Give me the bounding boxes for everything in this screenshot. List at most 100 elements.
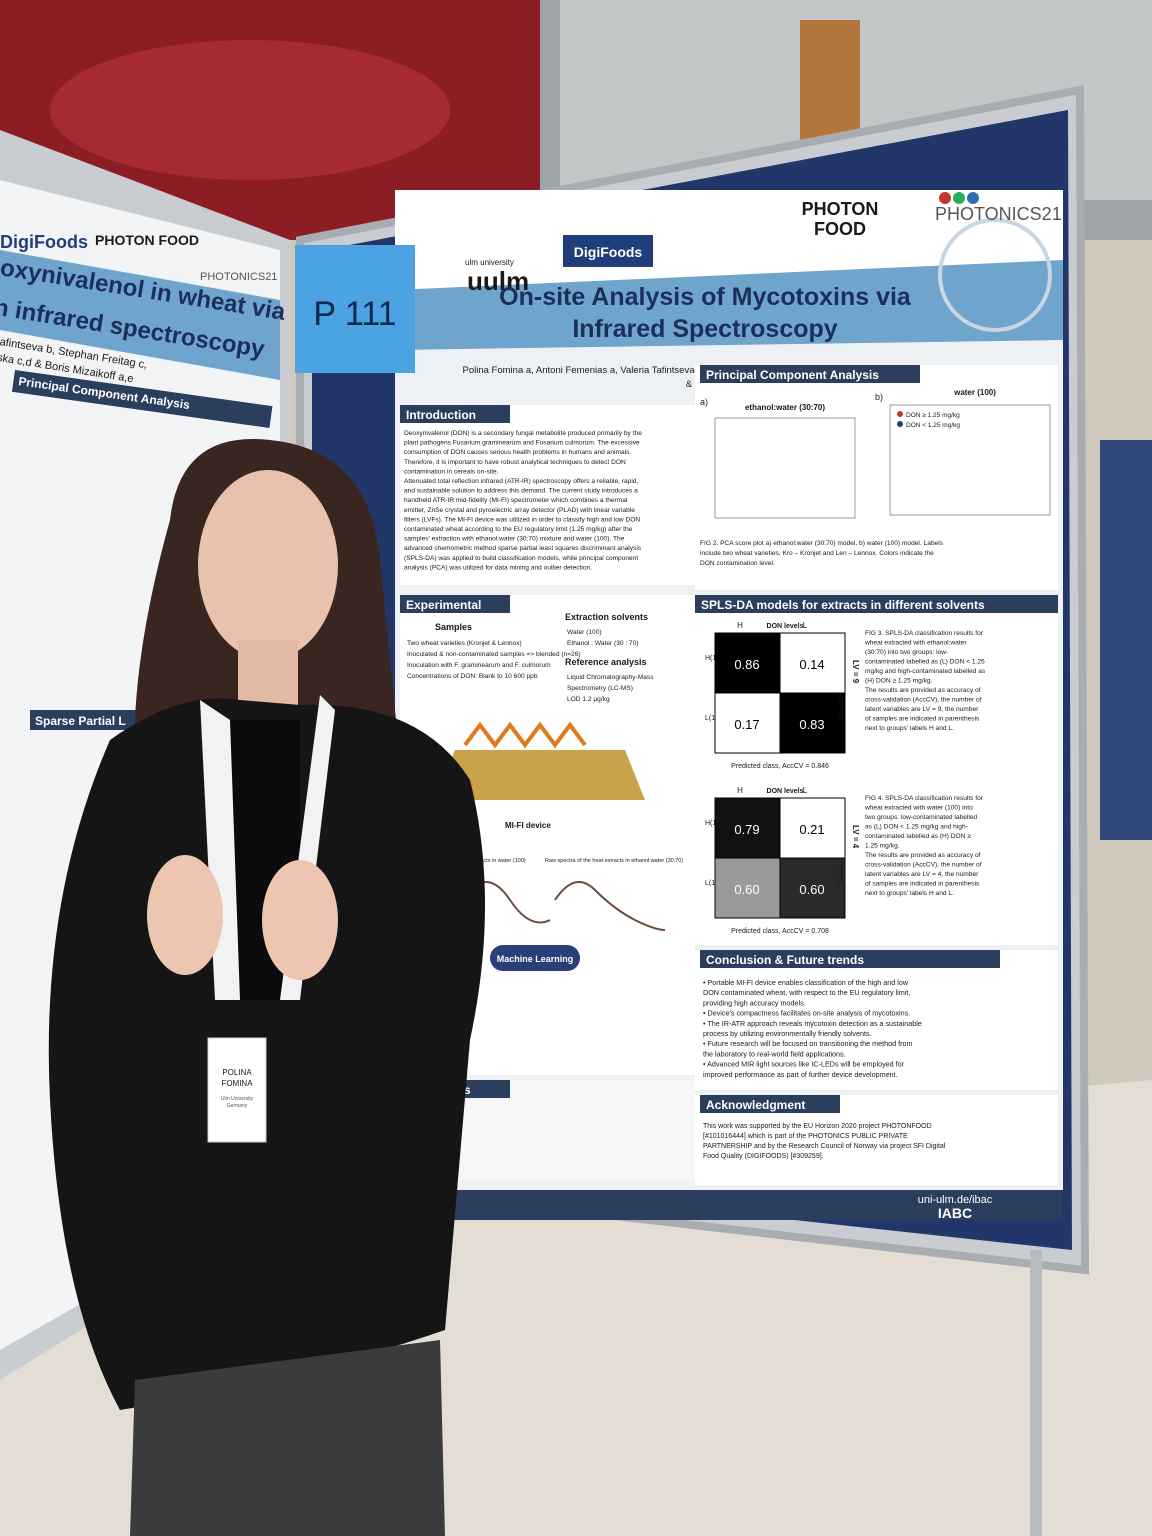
matrix-axis: True class	[839, 858, 845, 885]
intro-text: contamination in cereals on-site.	[404, 468, 499, 475]
badge	[207, 1037, 267, 1143]
intro-text: (SPLS-DA) was applied to build classific…	[404, 555, 638, 562]
left-title-band	[0, 250, 280, 380]
matrix-title: DON levels	[767, 788, 804, 795]
matrix-row: L(10)	[705, 880, 721, 887]
legend-label: DON ≥ 1.25 mg/kg	[906, 412, 960, 419]
intro-text: emitter, ZnSe crystal and pyroelectric a…	[404, 507, 635, 514]
beam	[463, 721, 587, 749]
seal	[938, 218, 1052, 332]
sub-heading: Reference analysis	[565, 657, 647, 667]
bullet: • The IR-ATR approach reveals mycotoxin …	[703, 1019, 922, 1028]
matrix-cell	[779, 692, 846, 754]
trousers	[130, 1340, 445, 1536]
caption: The results are provided as accuracy of	[865, 687, 981, 694]
matrix-row: H(14)	[705, 655, 723, 662]
matrix-value: 0.60	[734, 882, 759, 897]
list-item: Concentrations of DON: Blank to 10 600 p…	[407, 673, 538, 680]
matrix-col: L	[803, 786, 808, 795]
device-drawing	[435, 750, 645, 800]
panel	[695, 365, 1058, 590]
caption: FIG 4. SPLS-DA classification results fo…	[865, 795, 984, 802]
section-heading: Experimental	[406, 598, 481, 612]
badge-name: POLINA	[222, 1068, 252, 1077]
sub-heading: Samples	[435, 622, 472, 632]
caption: latent variables are LV = 4, the number	[865, 871, 979, 878]
intro-text: advanced chemometric method sparse parti…	[404, 545, 642, 552]
sign-card	[295, 245, 415, 373]
matrix-lv: LV = 4	[851, 825, 860, 849]
intro-text: consumption of DON causes serious health…	[404, 449, 631, 456]
section-header-bg	[400, 405, 510, 423]
badge-affiliation: Germany	[227, 1103, 248, 1109]
matrix-title: DON levels	[767, 623, 804, 630]
matrix-axis: Predicted class, AccCV = 0.708	[731, 928, 829, 935]
section-header-bg	[700, 950, 1000, 968]
caption: cross-validation (AccCV), the number of	[865, 862, 982, 869]
intro-text: contaminated wheat according to the EU r…	[404, 526, 633, 533]
matrix-value: 0.17	[734, 717, 759, 732]
intro-text: filters (LVFs). The MI-FI device was uti…	[404, 516, 640, 523]
panel	[400, 405, 695, 585]
dot	[953, 192, 965, 204]
logo-text: PHOTON FOOD	[95, 232, 199, 248]
bullet: DON contaminated wheat, with respect to …	[703, 988, 910, 997]
caption: wheat extracted with ethanol:water	[864, 640, 967, 647]
logo-text: FOOD	[814, 219, 866, 239]
ack-text: PARTNERSHIP and by the Research Council …	[703, 1143, 946, 1150]
poster-title: On-site Analysis of Mycotoxins via	[499, 283, 912, 311]
bullet: • Future research will be focused on tra…	[703, 1039, 912, 1048]
intro-text: plant pathogens Fusarium graminearum and…	[404, 440, 640, 447]
badge-name: FOMINA	[221, 1079, 253, 1088]
caption: contaminated labelled as (L) DON < 1.25	[865, 659, 985, 666]
footer-url: uni-ulm.de/ibac	[918, 1194, 993, 1206]
ack-text: Food Quality (DIGIFOODS) [#309259].	[703, 1153, 824, 1160]
section-heading: Conclusion & Future trends	[706, 953, 864, 967]
list-item: Inoculation with F. graminearum and F. c…	[407, 662, 551, 669]
caption: The results are provided as accuracy of	[865, 852, 981, 859]
caption: contaminated labelled as (H) DON ≥	[865, 833, 971, 840]
plot-title: water (100)	[953, 388, 996, 397]
caption: DON contamination level.	[700, 560, 775, 567]
board-leg	[1030, 1250, 1042, 1536]
caption: of samples are indicated in parenthesis	[865, 716, 980, 723]
caption: FIG 3. SPLS-DA classification results fo…	[865, 630, 984, 637]
logo-text: DigiFoods	[574, 244, 643, 260]
matrix-col: L	[803, 621, 808, 630]
matrix-value: 0.79	[734, 822, 759, 837]
matrix-value: 0.60	[799, 882, 824, 897]
matrix-value: 0.21	[799, 822, 824, 837]
bullet: providing high accuracy models.	[703, 998, 806, 1007]
caption: 1.25 mg/kg.	[865, 843, 900, 850]
plot-label: Raw spectra of the heat extracts in etha…	[545, 858, 683, 864]
caption: (H) DON ≥ 1.25 mg/kg.	[865, 678, 933, 685]
bullet: • Portable MI-FI device enables classifi…	[703, 978, 909, 987]
section-header-bg	[400, 595, 510, 613]
plot-area	[889, 404, 1051, 516]
lanyard	[200, 700, 240, 1000]
bullet: improved performance as part of further …	[703, 1070, 898, 1079]
logo-text: PHOTONICS21	[935, 204, 1062, 224]
matrix-col: H	[737, 621, 743, 630]
hand	[147, 855, 223, 975]
section-header-bg	[700, 365, 920, 383]
legend-dot	[897, 411, 903, 417]
badge-affiliation: Ulm University	[221, 1096, 254, 1102]
section-heading: Principal Component Analysis	[706, 368, 879, 382]
matrix-axis: True class	[839, 693, 845, 720]
section-header-bg	[700, 1095, 840, 1113]
caption: next to groups' labels H and L.	[865, 725, 954, 732]
caption: as (L) DON < 1.25 mg/kg and high-	[865, 824, 968, 831]
ack-text: [#101016444] which is part of the PHOTON…	[703, 1133, 908, 1140]
glass-reflection	[50, 40, 450, 180]
spectrum	[554, 881, 666, 931]
hand	[262, 860, 338, 980]
plot-area	[714, 417, 856, 519]
matrix-cell	[779, 797, 846, 859]
list-item: Liquid Chromatography-Mass	[567, 674, 654, 681]
legend-dot	[897, 421, 903, 427]
logo-text: ulm university	[465, 258, 514, 267]
intro-text: Therefore, it is important to have robus…	[404, 459, 626, 466]
